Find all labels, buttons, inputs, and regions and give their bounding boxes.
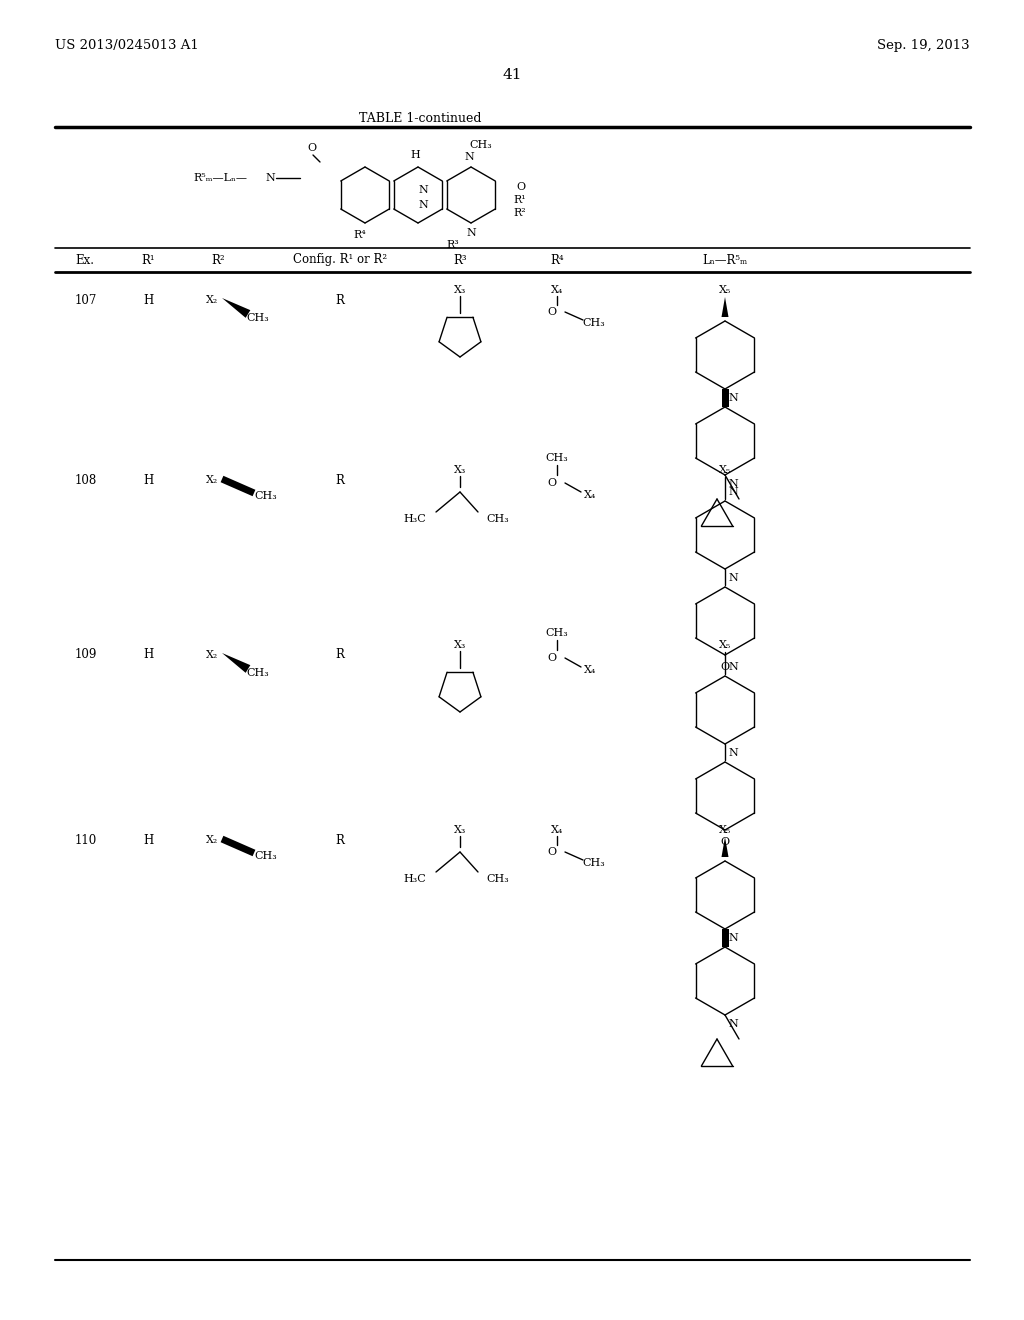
Text: CH₃: CH₃ [255,851,278,861]
Text: O: O [548,478,557,488]
Text: H: H [143,648,154,661]
Text: H: H [143,474,154,487]
Polygon shape [220,475,255,496]
Text: CH₃: CH₃ [247,313,269,323]
Text: H₃C: H₃C [403,513,426,524]
Text: H: H [411,150,420,160]
Text: CH₃: CH₃ [255,491,278,502]
Text: 108: 108 [75,474,97,487]
Text: Config. R¹ or R²: Config. R¹ or R² [293,253,387,267]
Text: 110: 110 [75,833,97,846]
Text: X₅: X₅ [719,285,731,294]
Text: N: N [728,479,738,488]
Text: H: H [143,833,154,846]
Text: R²: R² [513,209,525,218]
Text: R²: R² [211,253,225,267]
Text: CH₃: CH₃ [583,858,605,869]
Text: R¹: R¹ [141,253,155,267]
Text: R⁵ₘ—Lₙ—: R⁵ₘ—Lₙ— [193,173,247,183]
Text: TABLE 1-continued: TABLE 1-continued [358,111,481,124]
Text: CH₃: CH₃ [546,453,568,463]
Text: O: O [516,182,525,191]
Polygon shape [722,297,728,317]
Text: N: N [418,201,428,210]
Text: N: N [464,152,474,162]
Polygon shape [220,836,255,857]
Text: Ex.: Ex. [75,253,94,267]
Text: N: N [418,185,428,195]
Text: N: N [728,663,738,672]
Text: US 2013/0245013 A1: US 2013/0245013 A1 [55,38,199,51]
Text: Sep. 19, 2013: Sep. 19, 2013 [878,38,970,51]
Text: X₅: X₅ [719,825,731,836]
Text: X₂: X₂ [206,294,218,305]
Text: N: N [728,748,738,758]
Text: X₂: X₂ [206,475,218,484]
Text: CH₃: CH₃ [583,318,605,327]
Text: N: N [728,1019,738,1030]
Text: H: H [143,293,154,306]
Text: R: R [336,474,344,487]
Text: X₃: X₃ [454,285,466,294]
Text: R¹: R¹ [513,195,525,205]
Text: X₃: X₃ [454,640,466,649]
Text: X₄: X₄ [584,665,596,675]
Text: R³: R³ [454,253,467,267]
Text: CH₃: CH₃ [470,140,493,150]
Text: X₂: X₂ [206,649,218,660]
Text: R⁴: R⁴ [353,230,367,240]
Text: R: R [336,833,344,846]
Text: R³: R³ [446,240,460,249]
Text: N: N [466,228,476,238]
Text: O: O [548,308,557,317]
Text: N: N [728,393,738,403]
Text: O: O [548,653,557,663]
Text: 41: 41 [502,69,522,82]
Text: X₄: X₄ [584,490,596,500]
Text: O: O [548,847,557,857]
Text: N: N [728,573,738,583]
Text: H₃C: H₃C [403,874,426,884]
Text: N: N [728,487,738,498]
Text: N: N [728,933,738,942]
Text: Lₙ—R⁵ₘ: Lₙ—R⁵ₘ [702,253,748,267]
Text: 107: 107 [75,293,97,306]
Text: X₄: X₄ [551,825,563,836]
Text: X₃: X₃ [454,465,466,475]
Text: R: R [336,293,344,306]
Text: X₅: X₅ [719,465,731,475]
Text: O: O [721,663,729,672]
Polygon shape [222,653,250,673]
Polygon shape [722,837,728,857]
Polygon shape [222,298,250,318]
Text: CH₃: CH₃ [486,513,509,524]
Text: X₅: X₅ [719,640,731,649]
Text: N: N [265,173,274,183]
Text: CH₃: CH₃ [486,874,509,884]
Text: R⁴: R⁴ [550,253,564,267]
Text: X₄: X₄ [551,285,563,294]
Text: CH₃: CH₃ [247,668,269,678]
Text: X₂: X₂ [206,836,218,845]
Text: R: R [336,648,344,661]
Polygon shape [722,389,728,407]
Text: O: O [721,837,729,847]
Text: X₃: X₃ [454,825,466,836]
Text: CH₃: CH₃ [546,628,568,638]
Polygon shape [722,929,728,946]
Text: 109: 109 [75,648,97,661]
Text: O: O [307,143,316,153]
